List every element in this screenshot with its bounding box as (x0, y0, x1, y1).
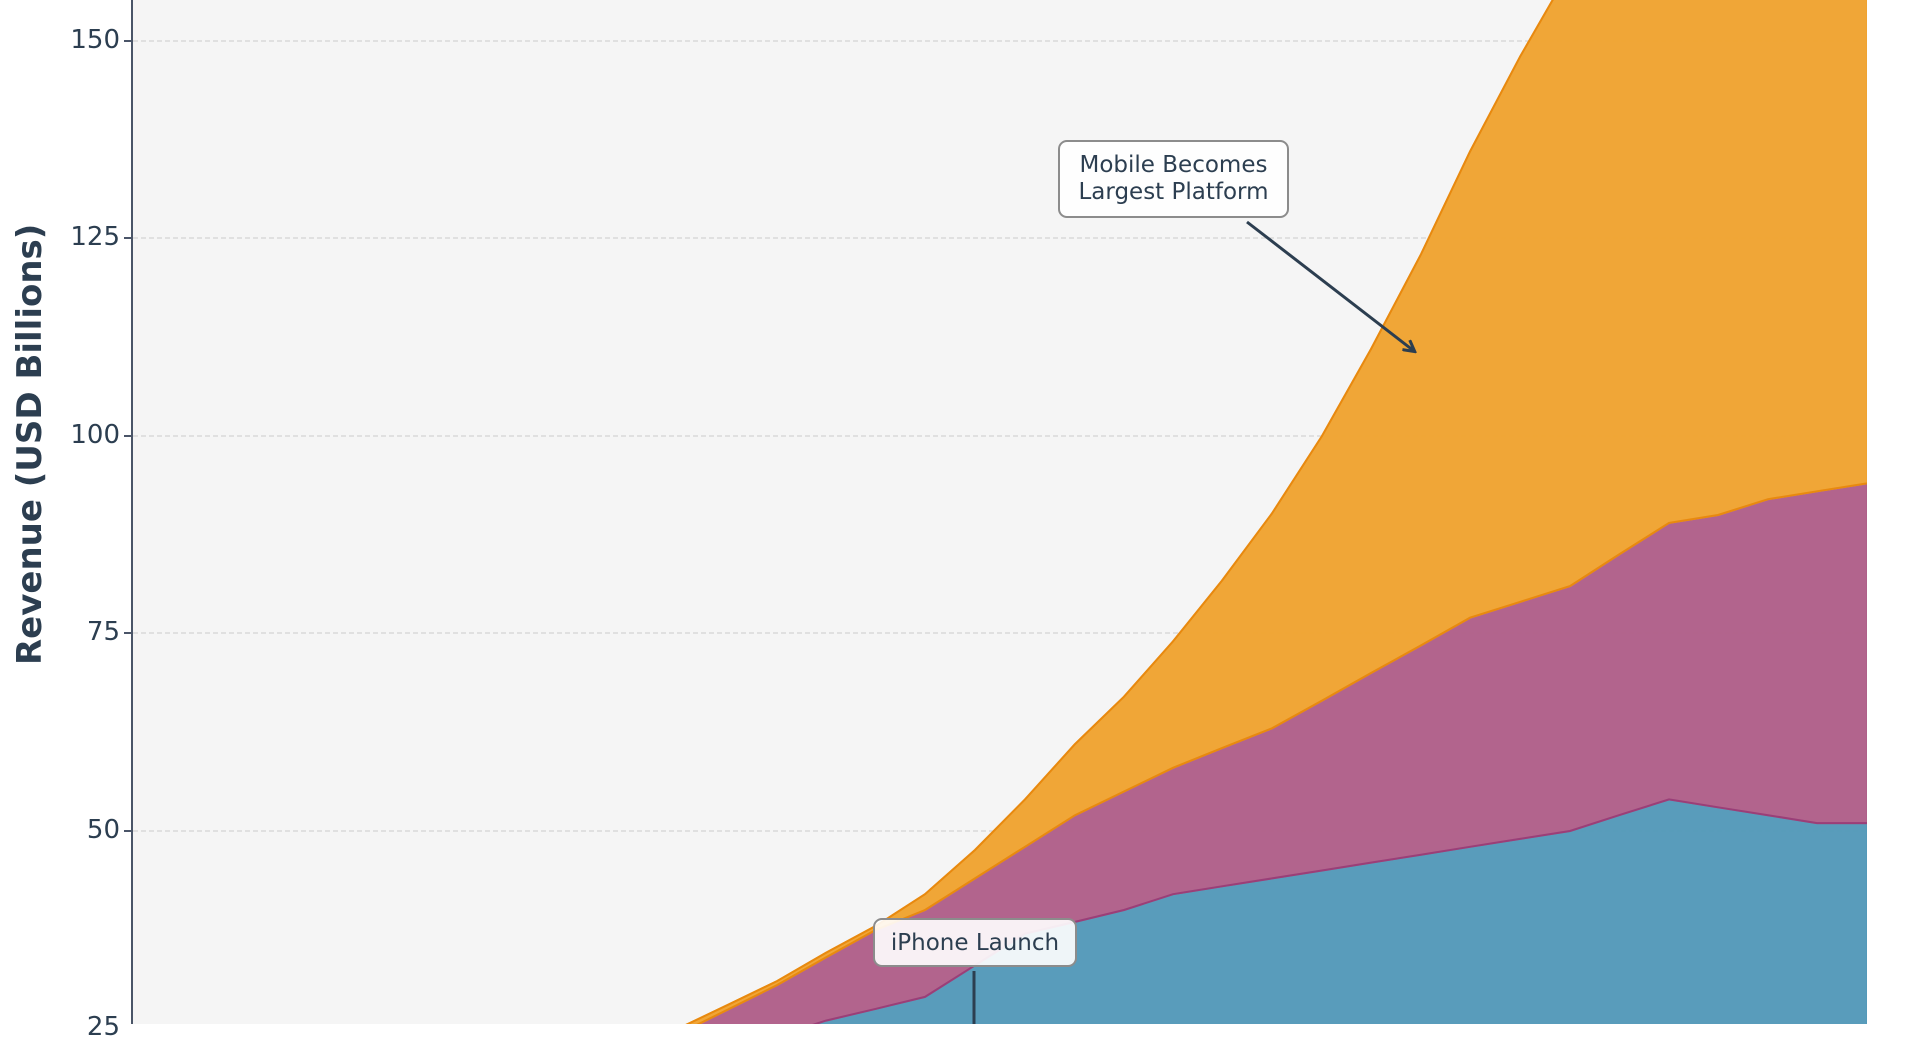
annotation-line-2: Largest Platform (1078, 179, 1269, 205)
annotation-line-1: Mobile Becomes (1079, 152, 1268, 178)
area-boundary-1 (812, 798, 1867, 1024)
y-tick-150: 150 (70, 25, 120, 55)
area-boundary-3 (685, 0, 1554, 1024)
y-tick-25: 25 (86, 1012, 120, 1042)
y-axis-label: Revenue (USD Billions) (10, 223, 50, 665)
y-tick-100: 100 (70, 420, 120, 450)
y-tick-75: 75 (86, 617, 120, 647)
iphone-launch-label: iPhone Launch (890, 930, 1060, 956)
mobile-annotation-arrow (1246, 220, 1414, 351)
y-axis-ticks (124, 40, 132, 832)
y-tick-125: 125 (70, 222, 120, 252)
area-boundary-2 (696, 482, 1867, 1024)
area-layers (685, 0, 1867, 1024)
mobile-largest-platform-annotation: Mobile Becomes Largest Platform (1058, 140, 1289, 218)
y-tick-50: 50 (86, 815, 120, 845)
iphone-launch-annotation: iPhone Launch (873, 918, 1077, 967)
